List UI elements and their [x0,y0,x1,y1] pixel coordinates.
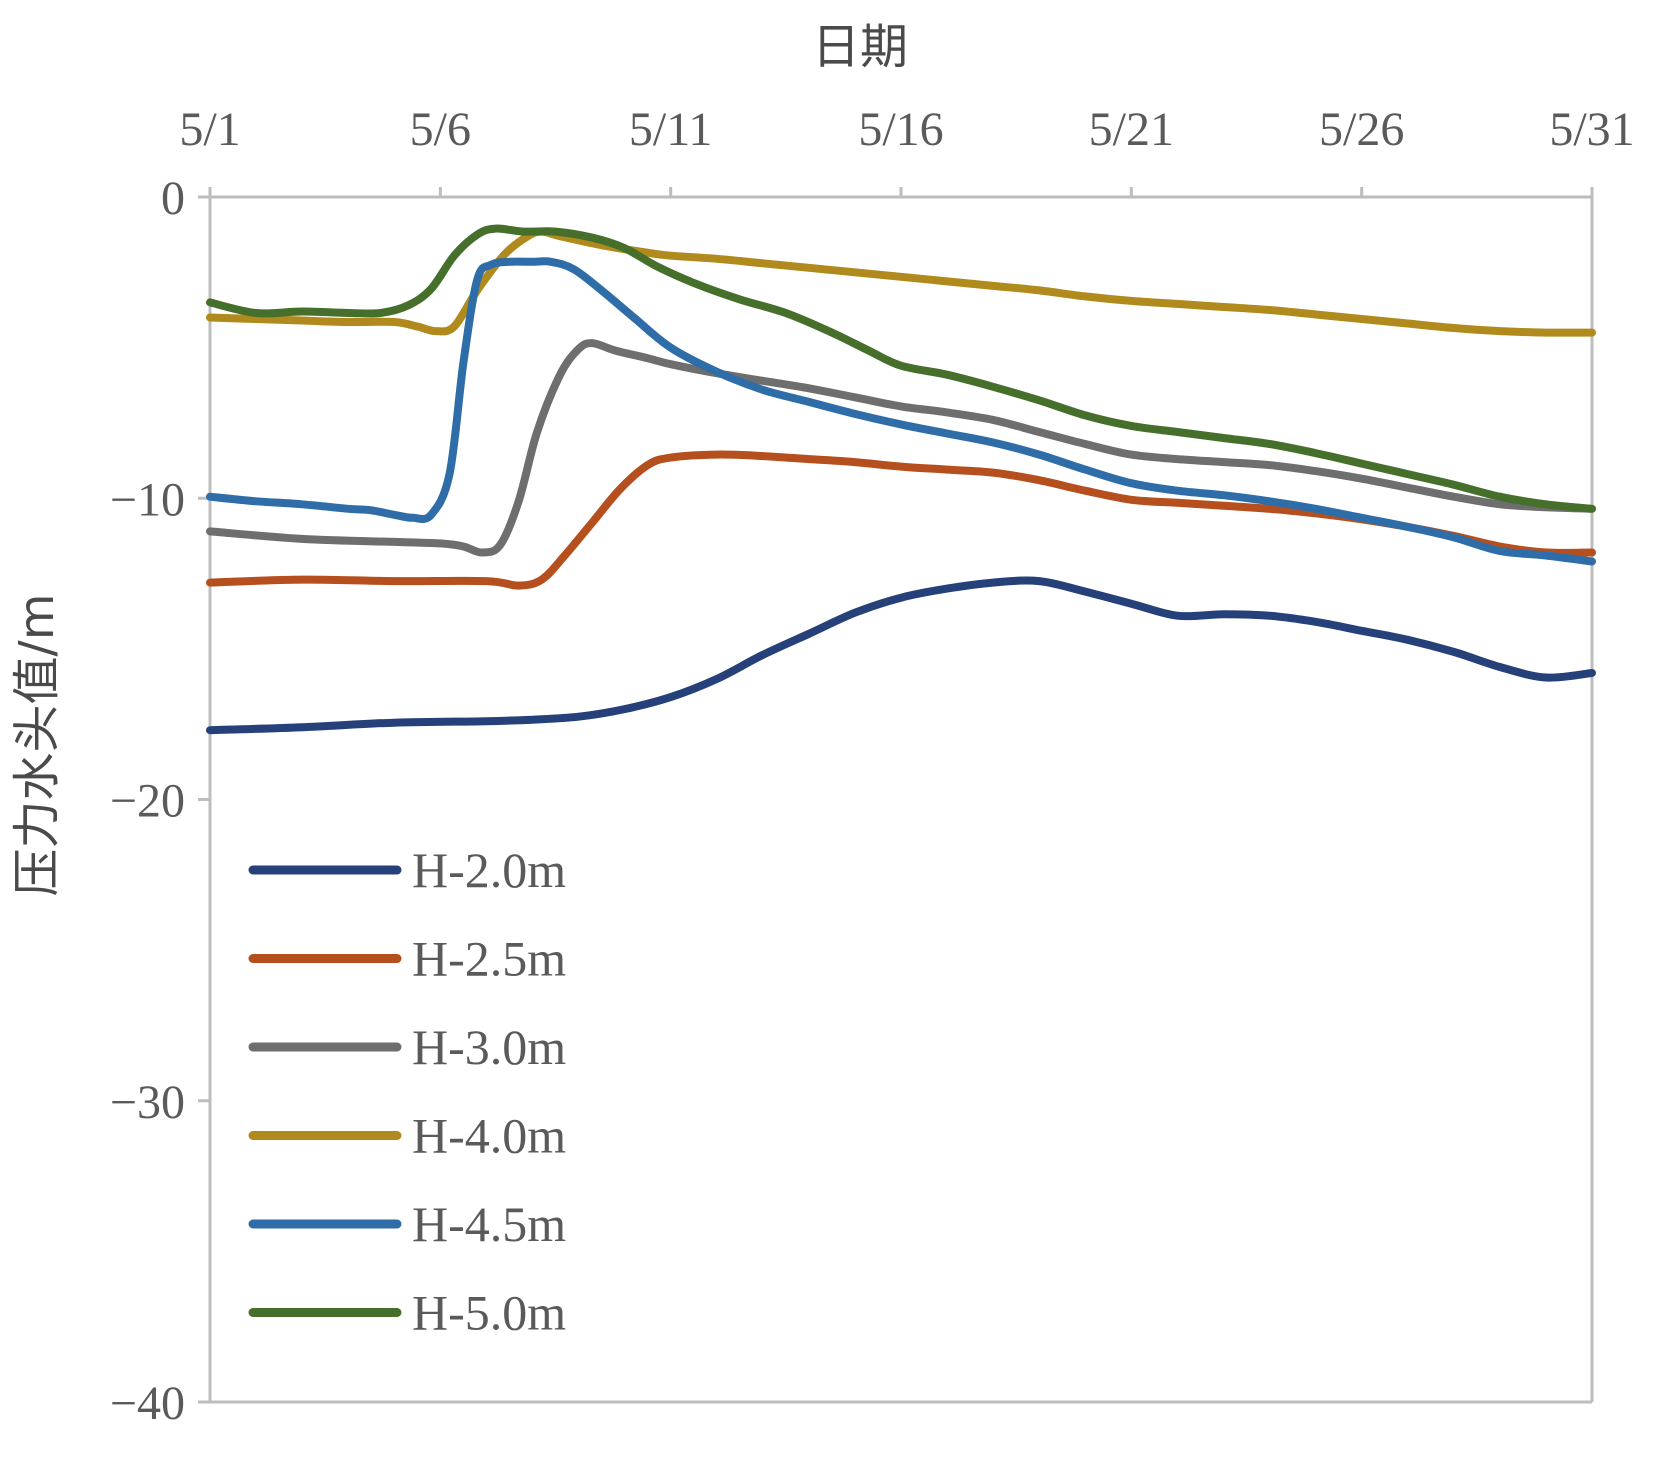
series-line-h-3-0m [206,339,1596,557]
x-tick-label: 5/16 [858,103,943,156]
legend-label-h-2-5m: H-2.5m [412,931,566,987]
legend-label-h-4-0m: H-4.0m [412,1108,566,1164]
x-tick-label: 5/26 [1319,103,1404,156]
series-line-h-4-0m [206,227,1596,337]
series-line-h-4-5m [206,257,1596,566]
x-axis-title: 日期 [812,19,908,75]
x-tick-label: 5/1 [179,103,240,156]
y-axis-title: 压力水头值/m [9,594,65,897]
x-tick-label: 5/6 [410,103,471,156]
legend: H-2.0m H-2.5m H-3.0m H-4.0m H-4.5m H-5.0m [248,842,566,1341]
legend-label-h-2-0m: H-2.0m [412,842,566,898]
y-tick-label: −10 [110,473,185,526]
plot-area: 5/1 5/6 5/11 5/16 5/21 5/26 5/31 0 −10 −20 −30 −40 [110,103,1635,1430]
legend-label-h-3-0m: H-3.0m [412,1019,566,1075]
x-tick-label: 5/11 [629,103,713,156]
legend-label-h-5-0m: H-5.0m [412,1285,566,1341]
y-tick-label: −40 [110,1377,185,1430]
y-tick-label: −20 [110,775,185,828]
series-line-h-2-0m [206,576,1596,735]
y-tick-label: 0 [161,172,185,225]
legend-label-h-4-5m: H-4.5m [412,1196,566,1252]
series-line-h-5-0m [206,224,1596,513]
x-tick-label: 5/31 [1549,103,1634,156]
x-tick-label: 5/21 [1089,103,1174,156]
y-tick-label: −30 [110,1076,185,1129]
